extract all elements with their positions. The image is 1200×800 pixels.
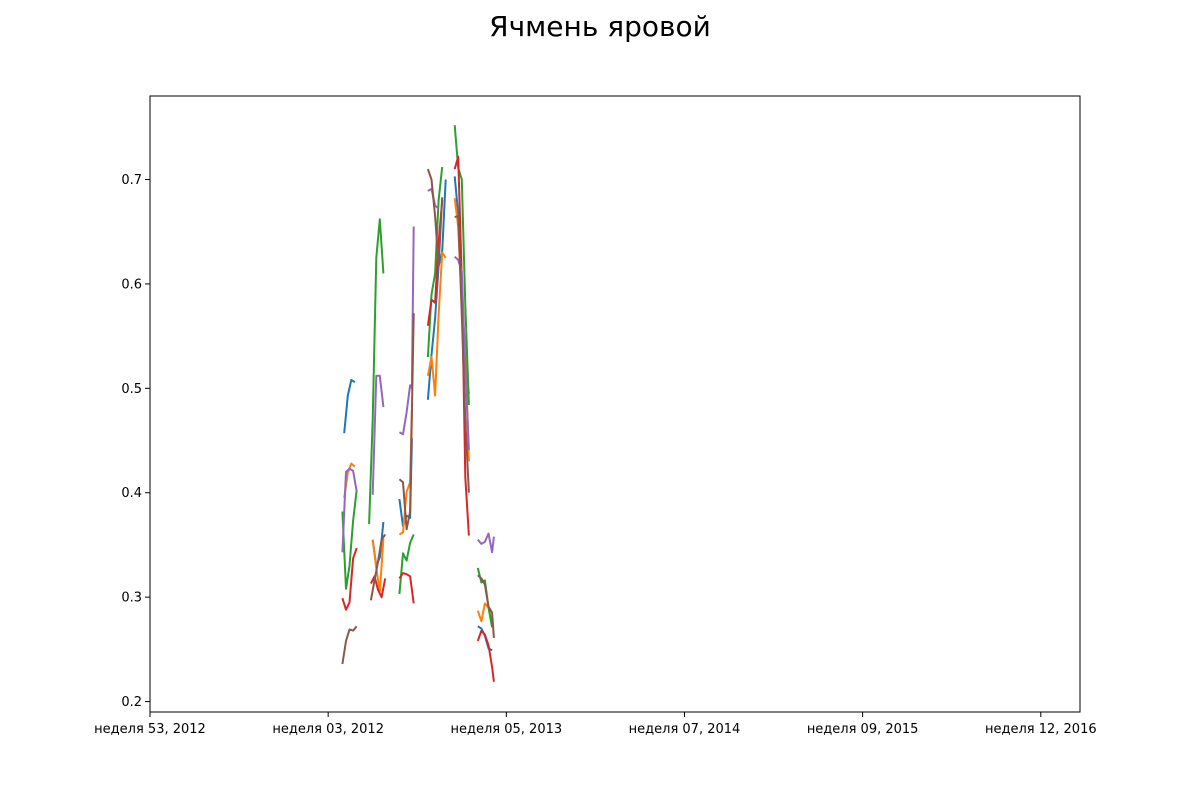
series-6-segment-6 <box>477 574 495 638</box>
series-4 <box>341 155 495 682</box>
y-tick-label: 0.2 <box>121 695 142 710</box>
x-tick-label: неделя 05, 2013 <box>451 722 563 737</box>
series-3-segment-2 <box>368 218 385 525</box>
series-4-segment-6 <box>476 629 495 682</box>
series-3 <box>341 125 494 628</box>
y-axis: 0.2 0.3 0.4 0.5 0.6 0.7 <box>121 173 150 710</box>
y-tick-label: 0.3 <box>121 591 142 606</box>
series-5 <box>341 187 495 554</box>
series-3-segment-3 <box>398 534 415 595</box>
series-2-segment-4 <box>426 251 447 397</box>
series-layer <box>341 125 495 682</box>
y-tick-label: 0.7 <box>121 173 142 188</box>
series-6-segment-2 <box>369 533 387 601</box>
series-3-segment-5 <box>453 125 470 406</box>
series-4-segment-3 <box>398 572 415 604</box>
series-6-segment-3 <box>398 313 415 531</box>
series-6-segment-1 <box>341 625 358 665</box>
y-tick-label: 0.5 <box>121 382 142 397</box>
x-tick-label: неделя 12, 2016 <box>985 722 1097 737</box>
series-1 <box>343 176 493 652</box>
x-axis: неделя 53, 2012 неделя 03, 2012 неделя 05,… <box>94 712 1097 737</box>
y-tick-label: 0.4 <box>121 486 142 501</box>
series-4-segment-2 <box>370 575 387 599</box>
x-tick-label: неделя 09, 2015 <box>807 722 919 737</box>
x-tick-label: неделя 07, 2014 <box>629 722 741 737</box>
series-5-segment-1 <box>341 467 358 553</box>
plot-frame <box>149 95 1081 713</box>
series-5-segment-5 <box>454 256 470 450</box>
series-5-segment-6 <box>477 532 495 554</box>
series-2-segment-2 <box>371 538 385 593</box>
series-6-segment-5 <box>454 215 470 493</box>
series-2 <box>343 198 494 624</box>
chart-title: Ячмень яровой <box>489 10 711 43</box>
y-tick-label: 0.6 <box>121 277 142 292</box>
series-1-segment-1 <box>343 379 356 434</box>
series-6 <box>341 168 495 665</box>
series-4-segment-1 <box>341 547 358 611</box>
series-5-segment-2 <box>371 374 385 495</box>
series-3-segment-1 <box>341 489 358 590</box>
series-1-segment-6 <box>477 625 493 652</box>
x-tick-label: неделя 53, 2012 <box>94 722 206 737</box>
series-6-segment-4 <box>426 168 444 268</box>
x-tick-label: неделя 03, 2012 <box>272 722 384 737</box>
